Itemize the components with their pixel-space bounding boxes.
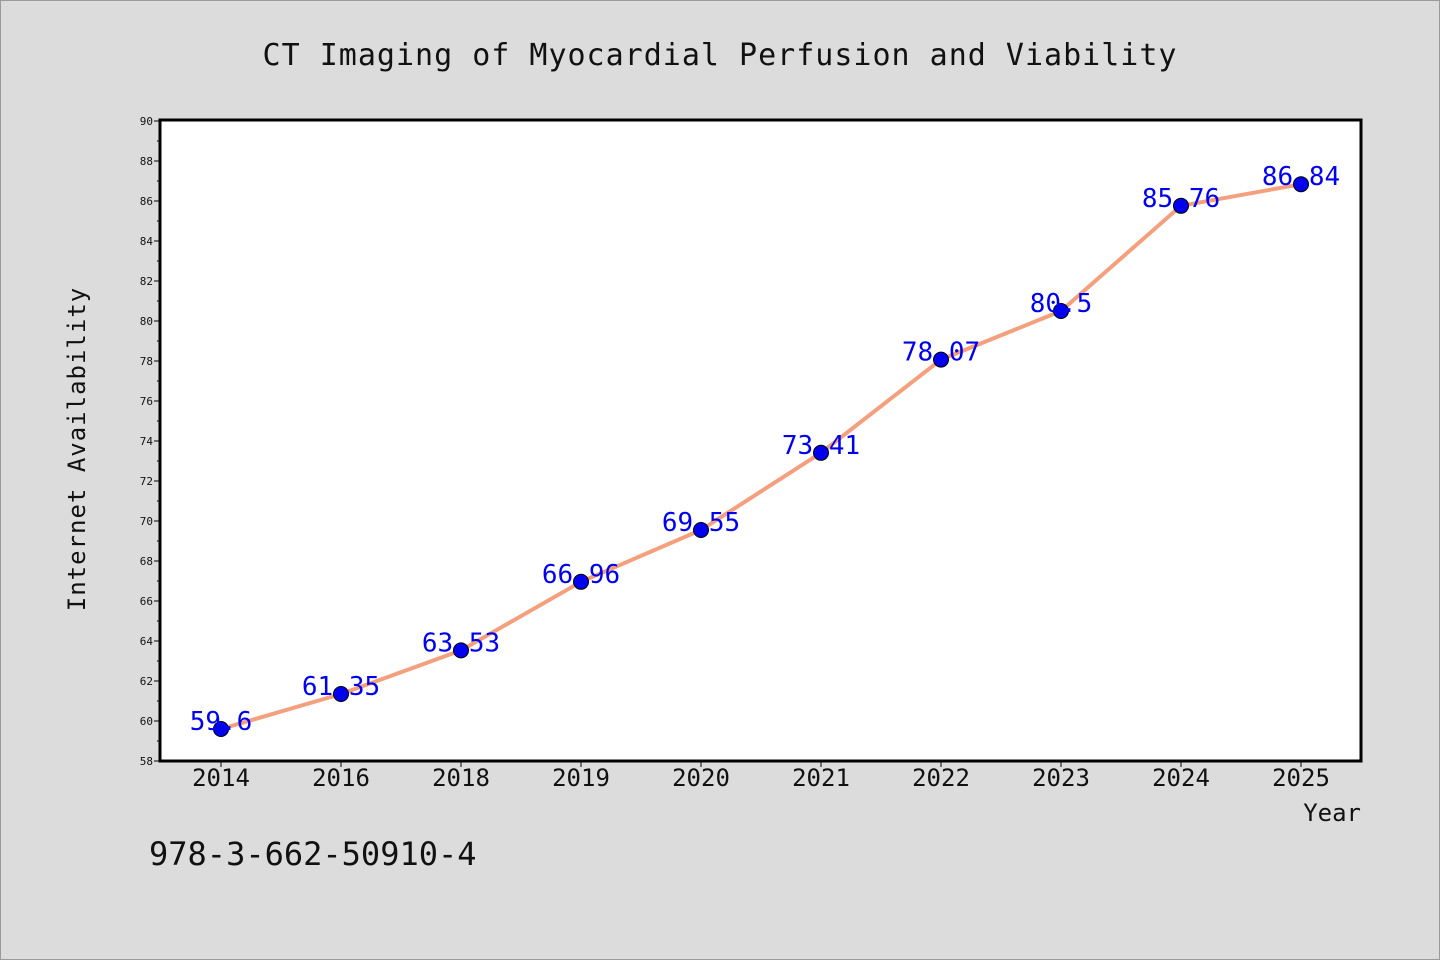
x-tick-label: 2025: [1272, 764, 1330, 792]
isbn-annotation: 978-3-662-50910-4: [149, 835, 477, 873]
chart-title: CT Imaging of Myocardial Perfusion and V…: [263, 38, 1178, 73]
data-labels: 59.6 61.35 63.53 66.96 69.55 73.41 78.07 80.5 85…: [190, 162, 1340, 737]
x-tick-label: 2019: [552, 764, 610, 792]
x-axis-label: Year: [1303, 799, 1361, 827]
data-label: 86.84: [1262, 162, 1340, 192]
y-tick-label: 72: [140, 475, 153, 488]
x-axis: 2014 2016 2018 2019 2020 2021 2022 2023 2024 2025: [192, 761, 1330, 792]
y-tick-label: 64: [140, 635, 154, 648]
y-tick-label: 86: [140, 195, 153, 208]
data-label: 66.96: [542, 560, 620, 590]
data-point: [1173, 197, 1189, 214]
data-point: [573, 573, 589, 590]
y-tick-label: 90: [140, 115, 153, 128]
y-tick-label: 84: [140, 235, 154, 248]
y-tick-label: 62: [140, 675, 153, 688]
x-tick-label: 2024: [1152, 764, 1210, 792]
x-tick-label: 2023: [1032, 764, 1090, 792]
data-point: [813, 444, 829, 461]
data-point: [213, 721, 229, 737]
x-tick-label: 2016: [312, 764, 370, 792]
data-label: 61.35: [302, 672, 380, 702]
y-tick-label: 76: [140, 395, 153, 408]
data-label: 85.76: [1142, 184, 1220, 214]
y-tick-label: 68: [140, 555, 153, 568]
data-point: [1293, 176, 1309, 193]
data-point: [693, 522, 709, 538]
data-label: 78.07: [902, 338, 980, 368]
y-tick-label: 66: [140, 595, 153, 608]
series-line-group: [220, 182, 1302, 731]
data-point: [453, 642, 469, 659]
y-tick-label: 60: [140, 715, 153, 728]
data-label: 59.6: [190, 707, 253, 737]
data-markers: [213, 176, 1309, 737]
y-axis: 58 60 62 64 66 68 70 72 74 76 78 80 82 84 86 88 90: [140, 115, 161, 768]
data-point: [1053, 303, 1069, 319]
data-point: [933, 351, 949, 368]
x-tick-label: 2021: [792, 764, 850, 792]
data-point: [333, 686, 349, 702]
data-label: 80.5: [1030, 289, 1093, 319]
data-label: 73.41: [782, 431, 860, 461]
y-axis-label: Internet Availability: [63, 287, 91, 611]
data-label: 69.55: [662, 508, 740, 538]
plot-area: [158, 118, 1363, 763]
x-tick-label: 2018: [432, 764, 490, 792]
y-tick-label: 70: [140, 515, 153, 528]
x-tick-label: 2020: [672, 764, 730, 792]
y-tick-label: 58: [140, 755, 153, 768]
y-tick-label: 78: [140, 355, 153, 368]
x-tick-label: 2022: [912, 764, 970, 792]
y-tick-label: 88: [140, 155, 153, 168]
x-tick-label: 2014: [192, 764, 250, 792]
y-tick-label: 80: [140, 315, 153, 328]
y-tick-label: 74: [140, 435, 154, 448]
series-line: [220, 182, 1302, 731]
data-label: 63.53: [422, 628, 500, 658]
y-tick-label: 82: [140, 275, 153, 288]
